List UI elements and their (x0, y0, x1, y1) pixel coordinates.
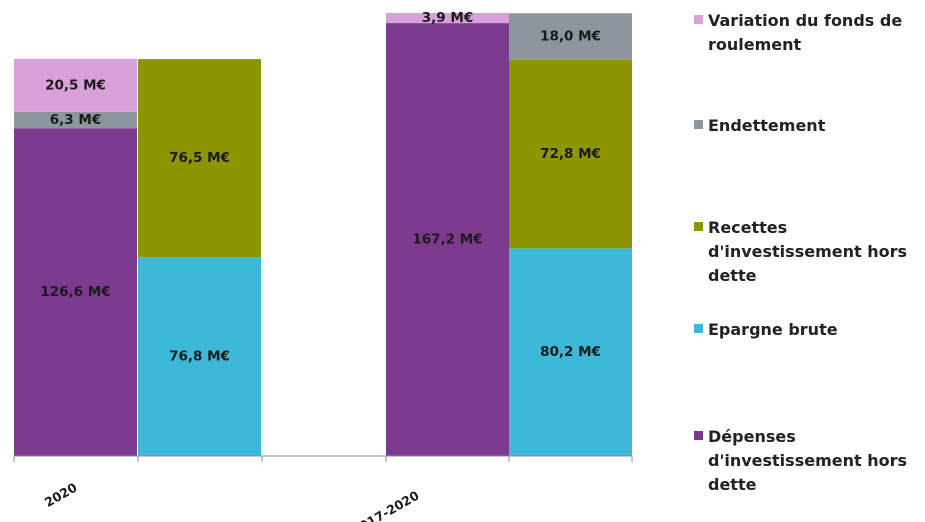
bar-segment-2020-recettes-d-investissement-hors-dette (138, 59, 261, 258)
x-tick-label: 2017-2020 (349, 487, 422, 522)
legend-label-line: d'investissement hors (708, 451, 907, 470)
data-label: 76,8 M€ (169, 349, 230, 365)
chart-legend: Variation du fonds de roulement Endettemen… (694, 0, 925, 522)
x-axis-tick-labels: 2020 2017-2020 (42, 479, 422, 522)
data-label: 76,5 M€ (169, 150, 230, 166)
legend-swatch (694, 324, 703, 333)
bar-segment-2020-depenses-d-investissement-hors-dette (14, 128, 137, 456)
legend-label: Dépenses d'investissement hors dette (708, 425, 907, 497)
legend-item-depenses-d-investissement-hors-dette: Dépenses d'investissement hors dette (694, 425, 922, 497)
bars-layer (14, 13, 632, 457)
data-label: 126,6 M€ (40, 284, 110, 300)
bar-segment-2020-epargne-brute (138, 257, 261, 456)
legend-item-variation-du-fonds-de-roulement: Variation du fonds de roulement (694, 9, 922, 57)
data-label: 3,9 M€ (422, 10, 473, 26)
data-label: 72,8 M€ (540, 146, 601, 162)
legend-label-line: Epargne brute (708, 320, 838, 339)
bar-segment-2017-2020-variation-du-fonds-de-roulement (386, 13, 509, 24)
legend-label-line: Variation du fonds de (708, 11, 903, 30)
bar-labels-layer: 126,6 M€ 6,3 M€ 20,5 M€ 76,8 M€ 76,5 M€ 167,2… (40, 10, 601, 365)
bar-segment-2017-2020-depenses-d-investissement-hors-dette (386, 23, 509, 457)
legend-label-line: roulement (708, 35, 802, 54)
bar-segment-2017-2020-epargne-brute (509, 248, 632, 456)
legend-label: Epargne brute (708, 318, 838, 342)
data-label: 80,2 M€ (540, 344, 601, 360)
legend-swatch (694, 15, 703, 24)
x-tick-label: 2020 (42, 479, 80, 510)
legend-item-epargne-brute: Epargne brute (694, 318, 922, 342)
data-label: 6,3 M€ (50, 112, 101, 128)
data-label: 18,0 M€ (540, 29, 601, 45)
legend-label-line: Dépenses (708, 427, 796, 446)
legend-label-line: d'investissement hors (708, 242, 907, 261)
legend-label: Recettes d'investissement hors dette (708, 216, 907, 288)
data-label: 167,2 M€ (412, 232, 482, 248)
legend-label: Variation du fonds de roulement (708, 9, 902, 57)
x-axis-ticks (13, 456, 633, 462)
legend-swatch (694, 431, 703, 440)
legend-item-endettement: Endettement (694, 114, 922, 138)
legend-swatch (694, 120, 703, 129)
legend-label: Endettement (708, 114, 825, 138)
bar-segment-2020-variation-du-fonds-de-roulement (14, 58, 137, 112)
legend-swatch (694, 222, 703, 231)
legend-label-line: dette (708, 475, 757, 494)
data-label: 20,5 M€ (45, 77, 106, 93)
bar-segment-2017-2020-endettement (509, 13, 632, 60)
legend-label-line: Recettes (708, 218, 788, 237)
bar-segment-2017-2020-recettes-d-investissement-hors-dette (509, 59, 632, 249)
legend-label-line: Endettement (708, 116, 826, 135)
bar-segment-2020-endettement (14, 111, 137, 129)
legend-label-line: dette (708, 266, 757, 285)
legend-item-recettes-d-investissement-hors-dette: Recettes d'investissement hors dette (694, 216, 922, 288)
